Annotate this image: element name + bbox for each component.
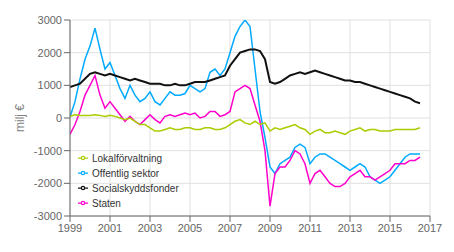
svg-text:3000: 3000 <box>38 14 62 26</box>
svg-text:2000: 2000 <box>38 47 62 59</box>
svg-text:-1000: -1000 <box>34 145 62 157</box>
svg-text:2001: 2001 <box>98 222 122 234</box>
html-text:Offentlig sektor: Offentlig sektor <box>92 168 160 179</box>
svg-text:2005: 2005 <box>178 222 202 234</box>
svg-text:1000: 1000 <box>38 79 62 91</box>
svg-text:2009: 2009 <box>258 222 282 234</box>
html-text:Socialskyddsfonder: Socialskyddsfonder <box>92 183 179 194</box>
html-text:Staten: Staten <box>92 198 121 209</box>
svg-text:1999: 1999 <box>58 222 82 234</box>
svg-text:0: 0 <box>56 112 62 124</box>
html-text:Lokalförvaltning: Lokalförvaltning <box>92 153 162 164</box>
svg-text:2011: 2011 <box>298 222 322 234</box>
svg-text:-2000: -2000 <box>34 177 62 189</box>
svg-text:2003: 2003 <box>138 222 162 234</box>
svg-text:2017: 2017 <box>418 222 442 234</box>
svg-text:2007: 2007 <box>218 222 242 234</box>
svg-text:2015: 2015 <box>378 222 402 234</box>
svg-text:milj €: milj € <box>13 104 27 132</box>
svg-text:-3000: -3000 <box>34 210 62 222</box>
svg-text:2013: 2013 <box>338 222 362 234</box>
